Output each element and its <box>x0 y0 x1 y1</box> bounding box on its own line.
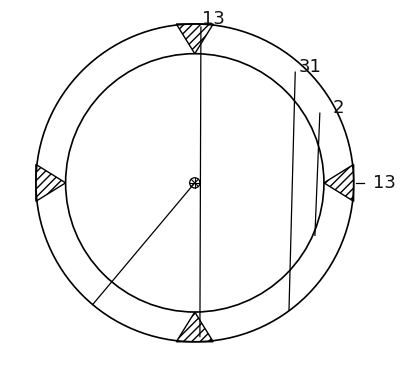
Text: 13: 13 <box>202 10 225 28</box>
Text: 2: 2 <box>333 99 344 117</box>
Text: 31: 31 <box>299 58 322 76</box>
Text: 13: 13 <box>373 174 396 192</box>
